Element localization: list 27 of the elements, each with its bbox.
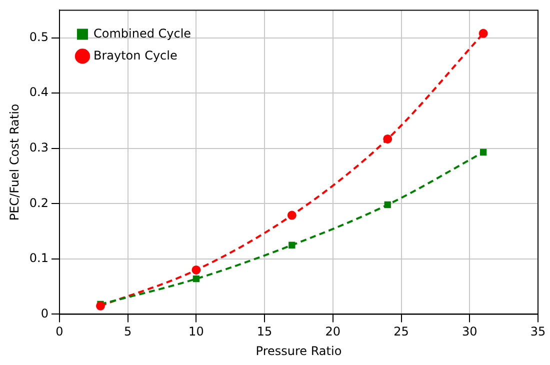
point (480, 148, 487, 156)
y-axis-title: PEC/Fuel Cost Ratio (7, 104, 22, 221)
point (478, 28, 488, 38)
x-tick-label: 35 (530, 324, 546, 339)
point (384, 201, 391, 208)
legend-label: Combined Cycle (93, 26, 192, 40)
y-tick-label: 0.3 (29, 140, 48, 155)
y-tick-label: 0.2 (29, 196, 48, 210)
x-tick-label: 15 (256, 324, 272, 339)
x-tick-label: 10 (188, 324, 204, 339)
point (383, 134, 392, 144)
x-tick-label: 20 (325, 324, 341, 339)
x-tick-label: 25 (394, 324, 409, 339)
x-tick-label: 0 (56, 324, 64, 339)
point (288, 242, 296, 248)
point (192, 275, 200, 282)
point (192, 265, 201, 274)
legend-label: Brayton Cycle (93, 48, 178, 62)
y-tick-label: 0.1 (29, 251, 48, 266)
x-tick-label: 5 (124, 324, 132, 339)
y-tick-label: 0.4 (29, 85, 48, 100)
x-tick-label: 30 (462, 324, 478, 339)
y-tick-label: 0.5 (29, 30, 48, 44)
point (287, 210, 296, 220)
point (96, 301, 105, 310)
x-axis-title: Pressure Ratio (256, 344, 342, 358)
y-tick-label: 0 (40, 306, 48, 320)
